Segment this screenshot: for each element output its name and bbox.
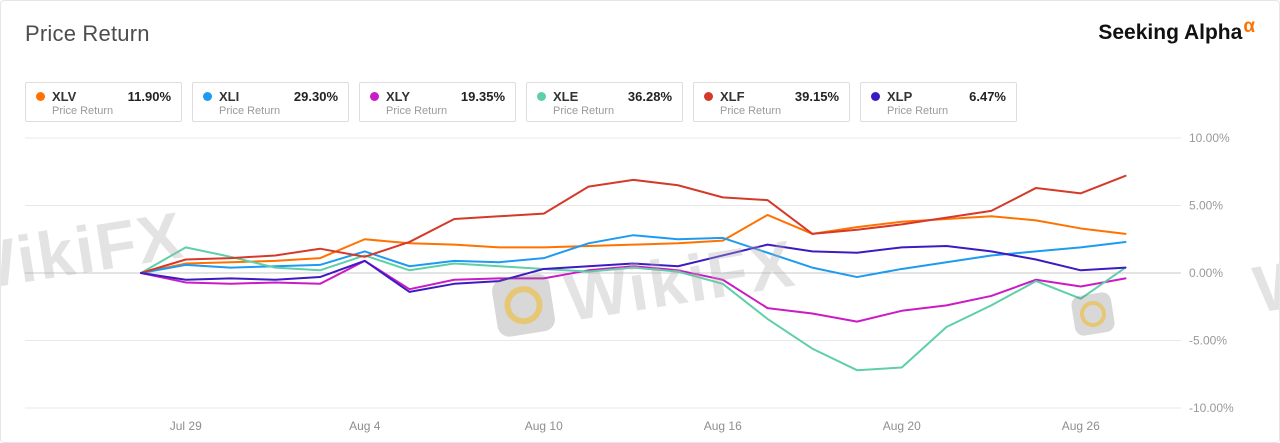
series-subtitle: Price Return: [52, 105, 114, 117]
legend-item-top: XLY 19.35%: [370, 89, 505, 104]
series-ticker: XLY: [386, 89, 411, 104]
series-ticker: XLF: [720, 89, 745, 104]
series-line-xle: [140, 246, 1127, 372]
series-subtitle: Price Return: [553, 105, 615, 117]
series-line-xlp: [140, 243, 1127, 293]
header: Price Return Seeking Alphaα: [1, 1, 1279, 59]
x-axis-label: Jul 29: [170, 419, 202, 433]
legend-item-top: XLP 6.47%: [871, 89, 1006, 104]
series-line-xlv: [140, 213, 1127, 274]
series-return-value: 6.47%: [969, 89, 1006, 104]
x-axis-label: Aug 16: [704, 419, 742, 433]
legend-item-top: XLV 11.90%: [36, 89, 171, 104]
y-axis-label: 5.00%: [1189, 199, 1223, 213]
series-line-xli: [140, 234, 1127, 279]
x-axis-label: Aug 26: [1062, 419, 1100, 433]
chart-canvas[interactable]: 10.00% 5.00% 0.00% -5.00% -10.00% Jul 29 Aug 4…: [25, 126, 1257, 438]
series-return-value: 29.30%: [293, 89, 338, 104]
series-color-dot-icon: [537, 92, 546, 101]
x-axis-label: Aug 20: [883, 419, 921, 433]
legend-item[interactable]: XLF 39.15% Price Return: [693, 82, 850, 122]
series-line-xly: [140, 259, 1127, 323]
y-axis-label: -5.00%: [1189, 334, 1227, 348]
legend: XLV 11.90% Price Return XLI 29.30% Price…: [25, 82, 1255, 122]
series-return-value: 19.35%: [460, 89, 505, 104]
series-color-dot-icon: [203, 92, 212, 101]
legend-item[interactable]: XLI 29.30% Price Return: [192, 82, 349, 122]
legend-item-top: XLF 39.15%: [704, 89, 839, 104]
chart-area: 10.00% 5.00% 0.00% -5.00% -10.00% Jul 29 Aug 4…: [1, 126, 1279, 438]
series-return-value: 36.28%: [627, 89, 672, 104]
series-line-xlf: [140, 174, 1127, 274]
series-subtitle: Price Return: [887, 105, 949, 117]
series-color-dot-icon: [871, 92, 880, 101]
legend-item[interactable]: XLP 6.47% Price Return: [860, 82, 1017, 122]
series-return-value: 11.90%: [127, 89, 171, 104]
y-axis-label: -10.00%: [1189, 401, 1234, 415]
page-title: Price Return: [25, 21, 150, 46]
legend-item[interactable]: XLE 36.28% Price Return: [526, 82, 683, 122]
legend-item[interactable]: XLV 11.90% Price Return: [25, 82, 182, 122]
series-subtitle: Price Return: [219, 105, 281, 117]
series-ticker: XLE: [553, 89, 579, 104]
x-axis-label: Aug 10: [525, 419, 563, 433]
legend-item-top: XLE 36.28%: [537, 89, 672, 104]
series-color-dot-icon: [36, 92, 45, 101]
series-ticker: XLV: [52, 89, 77, 104]
series-color-dot-icon: [370, 92, 379, 101]
legend-item-top: XLI 29.30%: [203, 89, 338, 104]
series-subtitle: Price Return: [720, 105, 782, 117]
seeking-alpha-logo[interactable]: Seeking Alphaα: [1098, 16, 1255, 45]
series-ticker: XLI: [219, 89, 240, 104]
series-color-dot-icon: [704, 92, 713, 101]
series-return-value: 39.15%: [794, 89, 839, 104]
series-ticker: XLP: [887, 89, 913, 104]
y-axis-label: 0.00%: [1189, 266, 1223, 280]
alpha-icon: α: [1243, 16, 1255, 37]
x-axis-label: Aug 4: [349, 419, 381, 433]
legend-item[interactable]: XLY 19.35% Price Return: [359, 82, 516, 122]
y-axis-label: 10.00%: [1189, 131, 1230, 145]
brand-name: Seeking Alpha: [1098, 21, 1243, 44]
series-subtitle: Price Return: [386, 105, 448, 117]
